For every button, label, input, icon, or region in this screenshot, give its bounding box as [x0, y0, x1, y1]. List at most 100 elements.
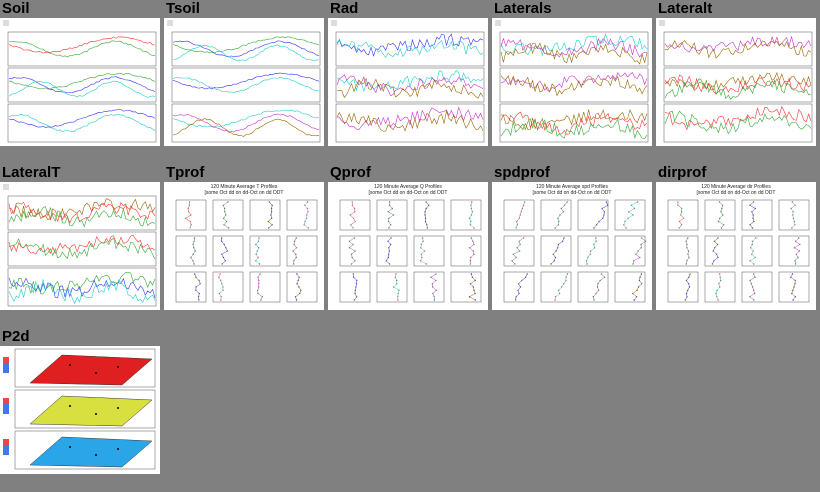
series-line — [8, 36, 156, 54]
panel-frame — [7, 267, 157, 307]
panel-frame — [171, 103, 321, 143]
station-point — [69, 364, 71, 366]
profile-line — [221, 238, 228, 265]
profile-line — [430, 273, 437, 301]
thumbnail-title-tprof: Tprof — [166, 164, 205, 181]
profile-frame — [413, 199, 445, 231]
contour-field — [29, 354, 153, 386]
panel-frame — [335, 31, 485, 67]
thumbnail-lateralT[interactable] — [0, 182, 160, 310]
profiles-subheading: [some Oct dd on dd-Oct on dd ODT — [205, 190, 284, 196]
profile-line — [222, 201, 229, 229]
profile-frame — [577, 235, 609, 267]
station-point — [95, 372, 97, 374]
profile-line — [257, 273, 263, 301]
station-point — [117, 366, 119, 368]
profile-line — [677, 202, 685, 229]
series-line — [8, 237, 156, 260]
series-line — [336, 33, 484, 57]
panel-frame — [7, 31, 157, 67]
station-point — [69, 446, 71, 448]
series-line — [500, 42, 648, 65]
series-line — [336, 77, 484, 99]
profile-frame — [249, 199, 281, 231]
series-line — [8, 113, 156, 133]
thumbnail-tsoil[interactable] — [164, 18, 324, 146]
colorbar-top — [3, 439, 9, 445]
profile-line — [790, 201, 796, 229]
profile-line — [190, 237, 196, 265]
series-line — [336, 109, 484, 132]
profiles-heading: 120 Minute Average T Profiles — [211, 184, 278, 190]
panel-frame — [499, 67, 649, 103]
thumbnail-title-qprof: Qprof — [330, 164, 371, 181]
thumbnail-cell-laterals: Laterals — [492, 0, 652, 146]
profile-frame — [741, 271, 773, 303]
profile-frame — [503, 199, 535, 231]
thumbnail-p2d[interactable] — [0, 346, 160, 474]
series-line — [172, 113, 320, 133]
series-line — [500, 117, 648, 140]
profile-frame — [450, 271, 482, 303]
profile-point — [351, 201, 353, 203]
thumbnail-title-p2d: P2d — [2, 328, 30, 345]
profile-frame — [212, 199, 244, 231]
series-line — [500, 37, 648, 58]
series-line — [664, 72, 812, 91]
profile-frame — [286, 271, 318, 303]
thumbnail-image — [3, 184, 157, 307]
panel-frame — [7, 67, 157, 103]
series-line — [664, 105, 812, 131]
profile-line — [749, 237, 756, 265]
series-line — [500, 111, 648, 135]
profile-line — [303, 201, 309, 229]
thumbnail-cell-soil: Soil — [0, 0, 160, 146]
thumbnail-qprof[interactable]: 120 Minute Average Q Profiles [some Oct d… — [328, 182, 488, 310]
profile-line — [749, 201, 756, 229]
station-point — [95, 454, 97, 456]
profile-frame — [286, 199, 318, 231]
thumbnail-image — [167, 20, 321, 143]
profile-frame — [741, 235, 773, 267]
profile-frame — [175, 235, 207, 267]
profile-line — [684, 273, 691, 301]
series-line — [172, 118, 320, 137]
profile-line — [712, 237, 719, 265]
panel-frame — [335, 103, 485, 143]
profile-frame — [667, 235, 699, 267]
profile-line — [468, 273, 476, 301]
series-line — [664, 74, 812, 95]
thumbnail-soil[interactable] — [0, 18, 160, 146]
thumbnail-tprof[interactable]: 120 Minute Average T Profiles [some Oct d… — [164, 182, 324, 310]
series-line — [172, 44, 319, 62]
thumbnail-lateralt[interactable] — [656, 18, 816, 146]
profile-line — [593, 273, 605, 301]
thumbnail-title-laterals: Laterals — [494, 0, 552, 17]
profile-frame — [175, 271, 207, 303]
thumbnail-title-spdprof: spdprof — [494, 164, 550, 181]
profile-frame — [339, 271, 371, 303]
thumbnail-spdprof[interactable]: 120 Minute Average spd Profiles [some Oct… — [492, 182, 652, 310]
profile-line — [718, 201, 725, 229]
profile-line — [194, 273, 201, 301]
profile-line — [515, 201, 525, 229]
thumbnail-image — [3, 348, 156, 470]
thumbnail-dirprof[interactable]: 120 Minute Average dir Profiles [some Oct… — [656, 182, 816, 310]
thumbnail-title-lateralt: Lateralt — [658, 0, 713, 17]
thumbnail-laterals[interactable] — [492, 18, 652, 146]
series-line — [8, 80, 156, 98]
profile-line — [790, 273, 796, 301]
colorbar — [3, 357, 9, 373]
profile-line — [295, 273, 302, 301]
thumbnail-rad[interactable] — [328, 18, 488, 146]
thumbnail-title-tsoil: Tsoil — [166, 0, 200, 17]
thumbnail-cell-tprof: Tprof 120 Minute Average T Profiles [some… — [164, 164, 324, 310]
series-line — [8, 277, 156, 299]
profile-frame — [778, 199, 810, 231]
profile-line — [348, 237, 356, 265]
thumbnail-image: 120 Minute Average T Profiles[some Oct d… — [175, 184, 318, 303]
thumbnail-image — [3, 20, 157, 143]
panel-frame — [7, 195, 157, 231]
profile-line — [554, 201, 568, 229]
profile-line — [623, 201, 638, 229]
